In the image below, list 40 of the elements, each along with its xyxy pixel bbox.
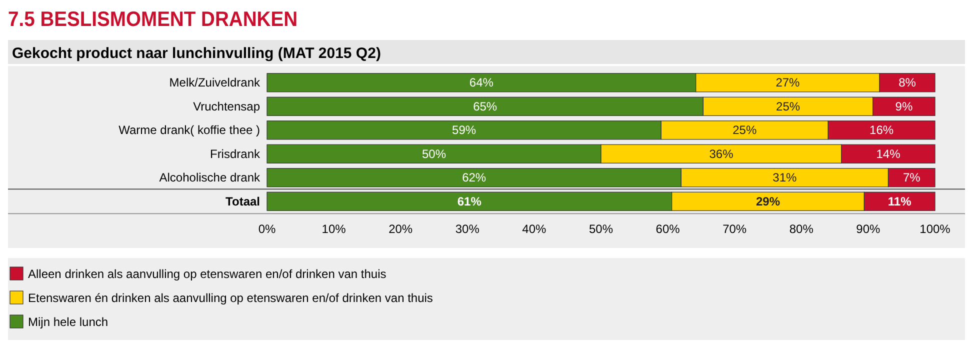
data-label: 29% bbox=[756, 194, 780, 208]
data-label: 14% bbox=[876, 146, 901, 161]
legend-label: Etenswaren én drinken als aanvulling op etenswaren en/of drinken van thuis bbox=[28, 291, 433, 305]
y-tick-label: Frisdrank bbox=[210, 146, 261, 161]
chart-title: 7.5 BESLISMOMENT DRANKEN bbox=[8, 8, 298, 32]
data-label: 25% bbox=[732, 123, 757, 138]
data-label: 65% bbox=[473, 99, 498, 114]
chart-subtitle: Gekocht product naar lunchinvulling (MAT 2015 Q2) bbox=[12, 45, 381, 62]
data-label: 59% bbox=[452, 123, 476, 138]
x-tick-label: 100% bbox=[920, 222, 951, 236]
data-label: 31% bbox=[772, 170, 798, 185]
x-tick-label: 0% bbox=[258, 222, 276, 236]
data-label: 50% bbox=[422, 146, 446, 161]
data-label: 11% bbox=[888, 194, 912, 208]
data-label: 16% bbox=[870, 123, 894, 138]
data-label: 7% bbox=[902, 170, 921, 185]
x-tick-label: 10% bbox=[322, 222, 346, 236]
x-tick-label: 40% bbox=[522, 222, 547, 236]
x-tick-label: 50% bbox=[588, 222, 614, 236]
y-tick-label: Melk/Zuiveldrank bbox=[169, 76, 261, 90]
x-tick-label: 70% bbox=[722, 222, 747, 236]
data-label: 36% bbox=[709, 146, 734, 161]
data-label: 25% bbox=[776, 99, 800, 114]
x-tick-label: 30% bbox=[455, 222, 480, 236]
legend-label: Mijn hele lunch bbox=[28, 315, 108, 329]
data-label: 62% bbox=[462, 170, 486, 185]
x-tick-label: 80% bbox=[789, 222, 814, 236]
data-label: 64% bbox=[469, 76, 494, 90]
y-tick-label: Vruchtensap bbox=[193, 99, 260, 114]
x-tick-label: 60% bbox=[656, 222, 680, 236]
y-tick-label: Alcoholische drank bbox=[159, 170, 261, 185]
data-label: 27% bbox=[776, 76, 800, 90]
x-tick-label: 20% bbox=[388, 222, 413, 236]
legend-label: Alleen drinken als aanvulling op etenswaren en/of drinken van thuis bbox=[28, 267, 386, 281]
data-label: 61% bbox=[457, 194, 482, 208]
data-label: 8% bbox=[898, 76, 916, 90]
x-tick-label: 90% bbox=[856, 222, 881, 236]
y-tick-label: Totaal bbox=[226, 194, 260, 208]
y-tick-label: Warme drank( koffie thee ) bbox=[118, 123, 260, 138]
data-label: 9% bbox=[895, 99, 913, 114]
